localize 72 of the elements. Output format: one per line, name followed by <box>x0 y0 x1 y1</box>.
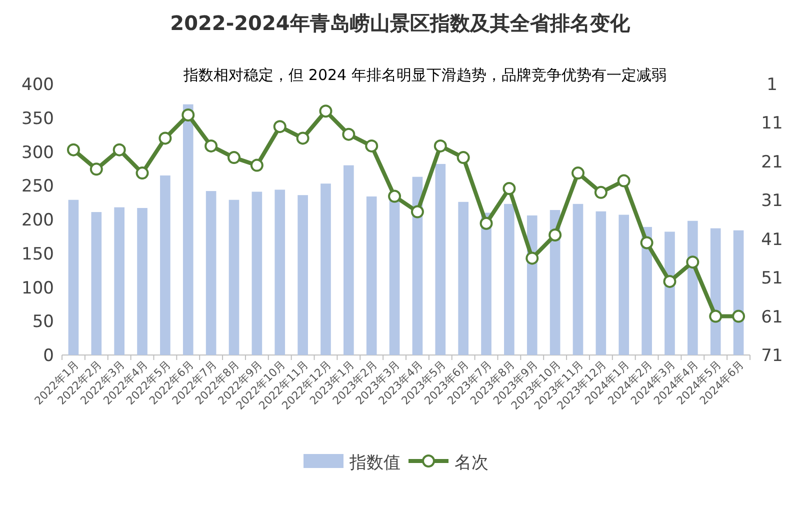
point <box>250 158 264 172</box>
point <box>480 216 493 230</box>
point <box>732 310 746 323</box>
point <box>112 143 126 156</box>
y2-tick-label: 61 <box>761 307 783 328</box>
point <box>296 132 310 145</box>
y-tick-label: 300 <box>22 142 54 163</box>
y2-tick-label: 11 <box>761 114 783 134</box>
point <box>342 128 356 141</box>
y-tick-label: 200 <box>22 210 54 230</box>
bar <box>252 192 262 355</box>
point <box>526 252 539 265</box>
y2-tick-label: 41 <box>761 230 783 250</box>
point <box>594 186 608 199</box>
bar <box>298 195 308 355</box>
y2-tick-label: 1 <box>766 75 778 95</box>
point <box>434 139 447 152</box>
point <box>617 174 630 188</box>
y-tick-label: 100 <box>22 278 54 298</box>
point <box>66 143 80 156</box>
bar <box>596 211 606 355</box>
point <box>410 205 424 218</box>
y-tick-label: 250 <box>22 176 54 197</box>
bar <box>344 165 354 355</box>
bar <box>504 204 514 355</box>
y2-tick-label: 71 <box>761 346 783 366</box>
point <box>136 166 149 180</box>
y2-tick-label: 31 <box>761 191 783 212</box>
bar <box>114 207 124 355</box>
y2-tick-label: 51 <box>761 268 783 289</box>
bar <box>572 204 584 355</box>
bar <box>320 184 331 355</box>
point <box>548 228 562 242</box>
bar <box>458 202 468 355</box>
bar <box>91 212 102 355</box>
bar <box>206 191 216 355</box>
point <box>204 139 218 152</box>
point <box>388 190 402 203</box>
bar <box>68 200 79 355</box>
bar <box>366 196 377 355</box>
y2-tick-label: 21 <box>761 152 783 172</box>
point <box>319 104 332 118</box>
bar <box>435 164 446 355</box>
point <box>90 162 103 176</box>
point <box>273 120 286 134</box>
point <box>640 236 654 250</box>
point <box>572 166 584 180</box>
bar <box>137 208 148 355</box>
point <box>663 274 676 288</box>
point <box>456 151 470 164</box>
chart-title: 2022-2024年青岛崂山景区指数及其全省排名变化 <box>170 11 631 35</box>
point <box>182 108 195 122</box>
y-tick-label: 50 <box>32 312 54 332</box>
point <box>365 139 378 152</box>
point <box>228 151 240 164</box>
point <box>686 256 700 269</box>
bar <box>182 104 194 355</box>
bar <box>228 200 240 355</box>
point <box>502 182 516 196</box>
y-tick-label: 350 <box>22 108 54 129</box>
bar <box>160 175 170 355</box>
point <box>158 132 172 145</box>
bar <box>274 190 286 355</box>
y-tick-label: 0 <box>43 346 54 366</box>
bar <box>389 199 400 355</box>
y-tick-label: 400 <box>22 75 54 95</box>
point <box>709 310 722 323</box>
y-tick-label: 150 <box>22 244 54 264</box>
chart-subtitle: 指数相对稳定，但 2024 年排名明显下滑趋势，品牌竞争优势有一定减弱 <box>182 66 666 84</box>
legend-label: 指数值 <box>348 453 400 473</box>
bar <box>618 214 630 355</box>
legend-label: 名次 <box>454 453 488 473</box>
